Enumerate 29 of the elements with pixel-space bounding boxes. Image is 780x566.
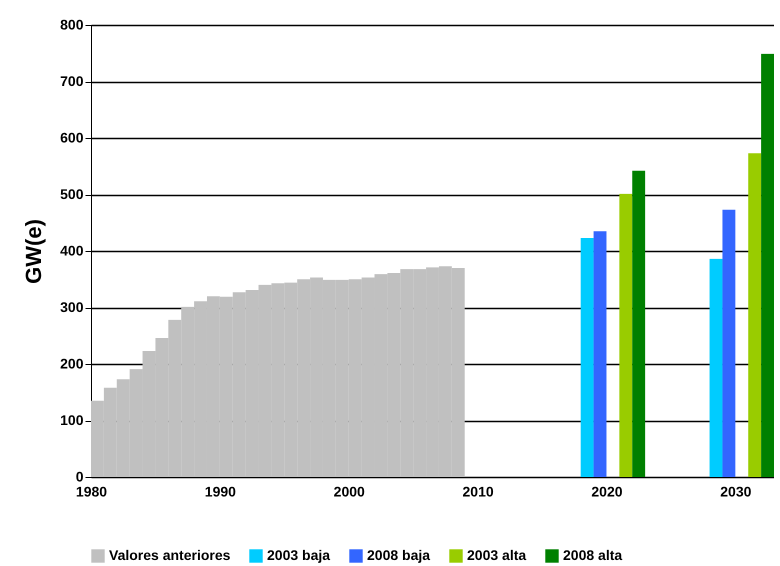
x-tick-label: 1980 <box>76 484 108 500</box>
bar <box>710 258 722 477</box>
bar <box>722 210 736 477</box>
x-tick-label: 2000 <box>334 484 366 500</box>
y-tick-label: 300 <box>60 299 84 315</box>
legend-label: 2003 alta <box>467 547 526 563</box>
y-tick-label: 200 <box>60 356 84 372</box>
bar <box>632 170 646 477</box>
y-tick-label: 700 <box>60 73 84 89</box>
y-axis-title: GW(e) <box>21 219 46 284</box>
y-tick-label: 500 <box>60 186 84 202</box>
legend-label: Valores anteriores <box>109 547 231 563</box>
y-tick-label: 0 <box>76 468 84 484</box>
legend-label: 2008 alta <box>563 547 622 563</box>
x-tick-label: 1990 <box>204 484 236 500</box>
x-tick-label: 2010 <box>462 484 494 500</box>
legend-label: 2008 baja <box>367 547 430 563</box>
bar <box>748 153 762 477</box>
bar <box>594 231 606 477</box>
x-tick-label: 2030 <box>720 484 752 500</box>
x-tick-label: 2020 <box>591 484 623 500</box>
y-tick-label: 800 <box>60 16 84 32</box>
y-tick-label: 600 <box>60 130 84 146</box>
legend-label: 2003 baja <box>267 547 330 563</box>
bar <box>580 238 594 477</box>
bar <box>619 194 632 477</box>
y-tick-label: 400 <box>60 242 84 258</box>
bar <box>761 54 774 477</box>
y-tick-label: 100 <box>60 412 84 428</box>
